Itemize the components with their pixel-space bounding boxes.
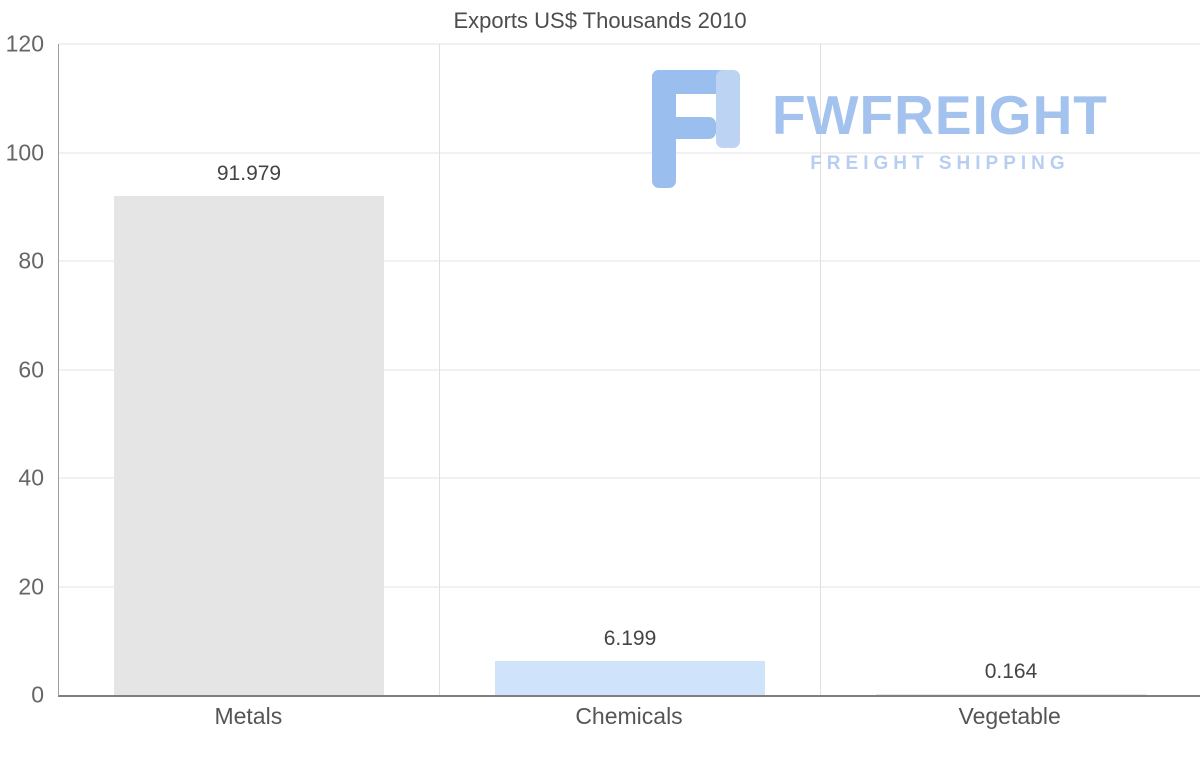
y-tick-label-100: 100 <box>5 139 44 165</box>
bar-value-label-chemicals: 6.199 <box>603 627 657 651</box>
bar-column-metals: 91.979 <box>59 44 439 695</box>
x-axis-labels: Metals Chemicals Vegetable <box>58 703 1200 730</box>
bar-metals[interactable] <box>114 196 384 695</box>
bar-column-chemicals: 6.199 <box>439 44 820 695</box>
y-tick-label-60: 60 <box>18 356 44 382</box>
chart-title: Exports US$ Thousands 2010 <box>453 8 747 33</box>
gridline-20 <box>59 586 1200 587</box>
y-tick-label-40: 40 <box>18 464 44 491</box>
y-tick-label-0: 0 <box>31 681 44 708</box>
y-tick-label-120: 120 <box>5 30 44 57</box>
x-axis-label-metals: Metals <box>214 703 283 729</box>
bar-columns: 91.979 6.199 0.164 <box>59 44 1200 695</box>
gridlines <box>59 43 1200 695</box>
gridline-40 <box>59 477 1200 479</box>
bar-value-label-vegetable: 0.164 <box>984 660 1038 684</box>
y-tick-label-20: 20 <box>18 573 44 599</box>
x-axis-label-vegetable: Vegetable <box>958 703 1061 729</box>
x-axis-label-chemicals: Chemicals <box>575 703 683 729</box>
bar-chemicals[interactable] <box>495 661 765 695</box>
y-tick-label-80: 80 <box>18 247 44 274</box>
gridline-60 <box>59 369 1200 370</box>
gridline-100 <box>59 152 1200 153</box>
bar-vegetable[interactable] <box>876 694 1146 695</box>
bar-column-vegetable: 0.164 <box>820 44 1200 695</box>
gridline-120 <box>59 43 1200 45</box>
bar-value-label-metals: 91.979 <box>216 162 282 186</box>
plot-area: 91.979 6.199 0.164 <box>58 43 1200 697</box>
y-axis-tick-labels: 0 20 40 60 80 100 120 <box>0 31 48 708</box>
gridline-80 <box>59 260 1200 262</box>
